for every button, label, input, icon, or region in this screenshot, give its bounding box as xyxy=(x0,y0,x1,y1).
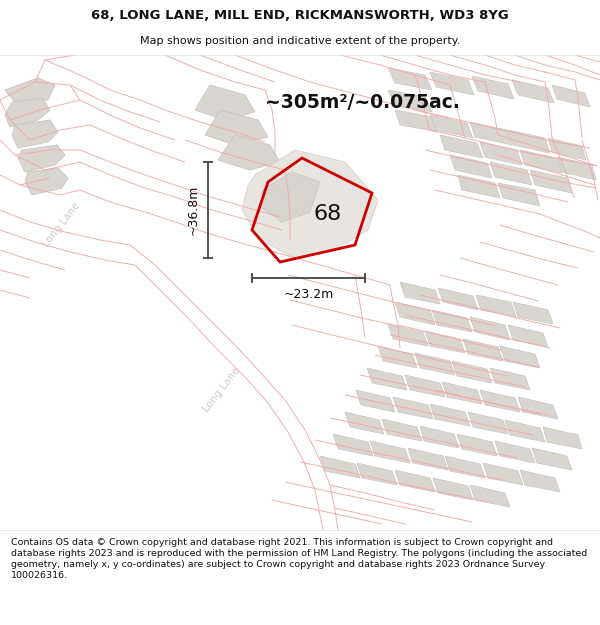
Polygon shape xyxy=(5,98,50,127)
Polygon shape xyxy=(498,183,540,206)
Polygon shape xyxy=(262,172,320,222)
Polygon shape xyxy=(356,390,395,412)
Polygon shape xyxy=(457,434,497,456)
Polygon shape xyxy=(490,162,532,185)
Polygon shape xyxy=(480,390,520,412)
Polygon shape xyxy=(393,397,433,419)
Polygon shape xyxy=(195,85,255,120)
Polygon shape xyxy=(552,85,590,107)
Polygon shape xyxy=(242,150,378,258)
Polygon shape xyxy=(395,302,435,325)
Polygon shape xyxy=(463,339,503,361)
Polygon shape xyxy=(382,419,422,441)
Polygon shape xyxy=(480,142,522,165)
Polygon shape xyxy=(472,76,514,99)
Polygon shape xyxy=(18,145,65,172)
Text: Contains OS data © Crown copyright and database right 2021. This information is : Contains OS data © Crown copyright and d… xyxy=(11,538,587,580)
Polygon shape xyxy=(508,325,548,347)
Text: 68: 68 xyxy=(314,204,342,224)
Polygon shape xyxy=(405,375,445,397)
Polygon shape xyxy=(512,80,554,103)
Polygon shape xyxy=(205,110,268,145)
Polygon shape xyxy=(25,168,68,195)
Polygon shape xyxy=(468,412,508,434)
Text: ~36.8m: ~36.8m xyxy=(187,185,200,235)
Polygon shape xyxy=(520,150,562,173)
Polygon shape xyxy=(430,404,470,426)
Polygon shape xyxy=(520,470,560,492)
Text: ~23.2m: ~23.2m xyxy=(283,288,334,301)
Text: Long Lane: Long Lane xyxy=(202,366,242,414)
Polygon shape xyxy=(518,397,558,419)
Polygon shape xyxy=(470,317,510,340)
Polygon shape xyxy=(395,110,438,132)
Polygon shape xyxy=(483,463,523,485)
Polygon shape xyxy=(476,295,516,317)
Polygon shape xyxy=(408,448,448,470)
Polygon shape xyxy=(508,130,550,153)
Polygon shape xyxy=(532,448,572,470)
Polygon shape xyxy=(495,441,535,463)
Polygon shape xyxy=(470,485,510,507)
Polygon shape xyxy=(452,361,492,383)
Polygon shape xyxy=(425,331,465,353)
Polygon shape xyxy=(400,282,440,304)
Polygon shape xyxy=(470,122,512,145)
Polygon shape xyxy=(367,368,407,390)
Polygon shape xyxy=(505,420,545,442)
Polygon shape xyxy=(395,470,435,492)
Polygon shape xyxy=(5,78,55,102)
Polygon shape xyxy=(445,456,485,478)
Polygon shape xyxy=(388,90,432,112)
Polygon shape xyxy=(432,310,472,332)
Polygon shape xyxy=(218,135,280,170)
Polygon shape xyxy=(440,135,483,158)
Polygon shape xyxy=(558,157,596,180)
Polygon shape xyxy=(345,412,384,434)
Polygon shape xyxy=(320,456,360,478)
Polygon shape xyxy=(433,478,473,500)
Polygon shape xyxy=(430,115,473,138)
Polygon shape xyxy=(430,72,474,95)
Text: Map shows position and indicative extent of the property.: Map shows position and indicative extent… xyxy=(140,36,460,46)
Text: Long Lane: Long Lane xyxy=(41,201,82,249)
Polygon shape xyxy=(438,288,478,310)
Polygon shape xyxy=(500,346,540,368)
Polygon shape xyxy=(333,434,373,456)
Polygon shape xyxy=(442,382,482,404)
Polygon shape xyxy=(12,120,58,148)
Polygon shape xyxy=(370,441,410,463)
Polygon shape xyxy=(543,427,582,449)
Polygon shape xyxy=(415,353,455,375)
Polygon shape xyxy=(530,170,572,193)
Polygon shape xyxy=(388,324,428,346)
Polygon shape xyxy=(378,346,417,368)
Polygon shape xyxy=(548,138,586,160)
Text: ~305m²/~0.075ac.: ~305m²/~0.075ac. xyxy=(265,92,460,111)
Polygon shape xyxy=(357,463,397,485)
Polygon shape xyxy=(450,155,492,178)
Polygon shape xyxy=(420,426,459,448)
Polygon shape xyxy=(388,68,432,90)
Polygon shape xyxy=(490,368,530,390)
Text: 68, LONG LANE, MILL END, RICKMANSWORTH, WD3 8YG: 68, LONG LANE, MILL END, RICKMANSWORTH, … xyxy=(91,9,509,22)
Polygon shape xyxy=(513,302,553,324)
Polygon shape xyxy=(458,175,500,198)
